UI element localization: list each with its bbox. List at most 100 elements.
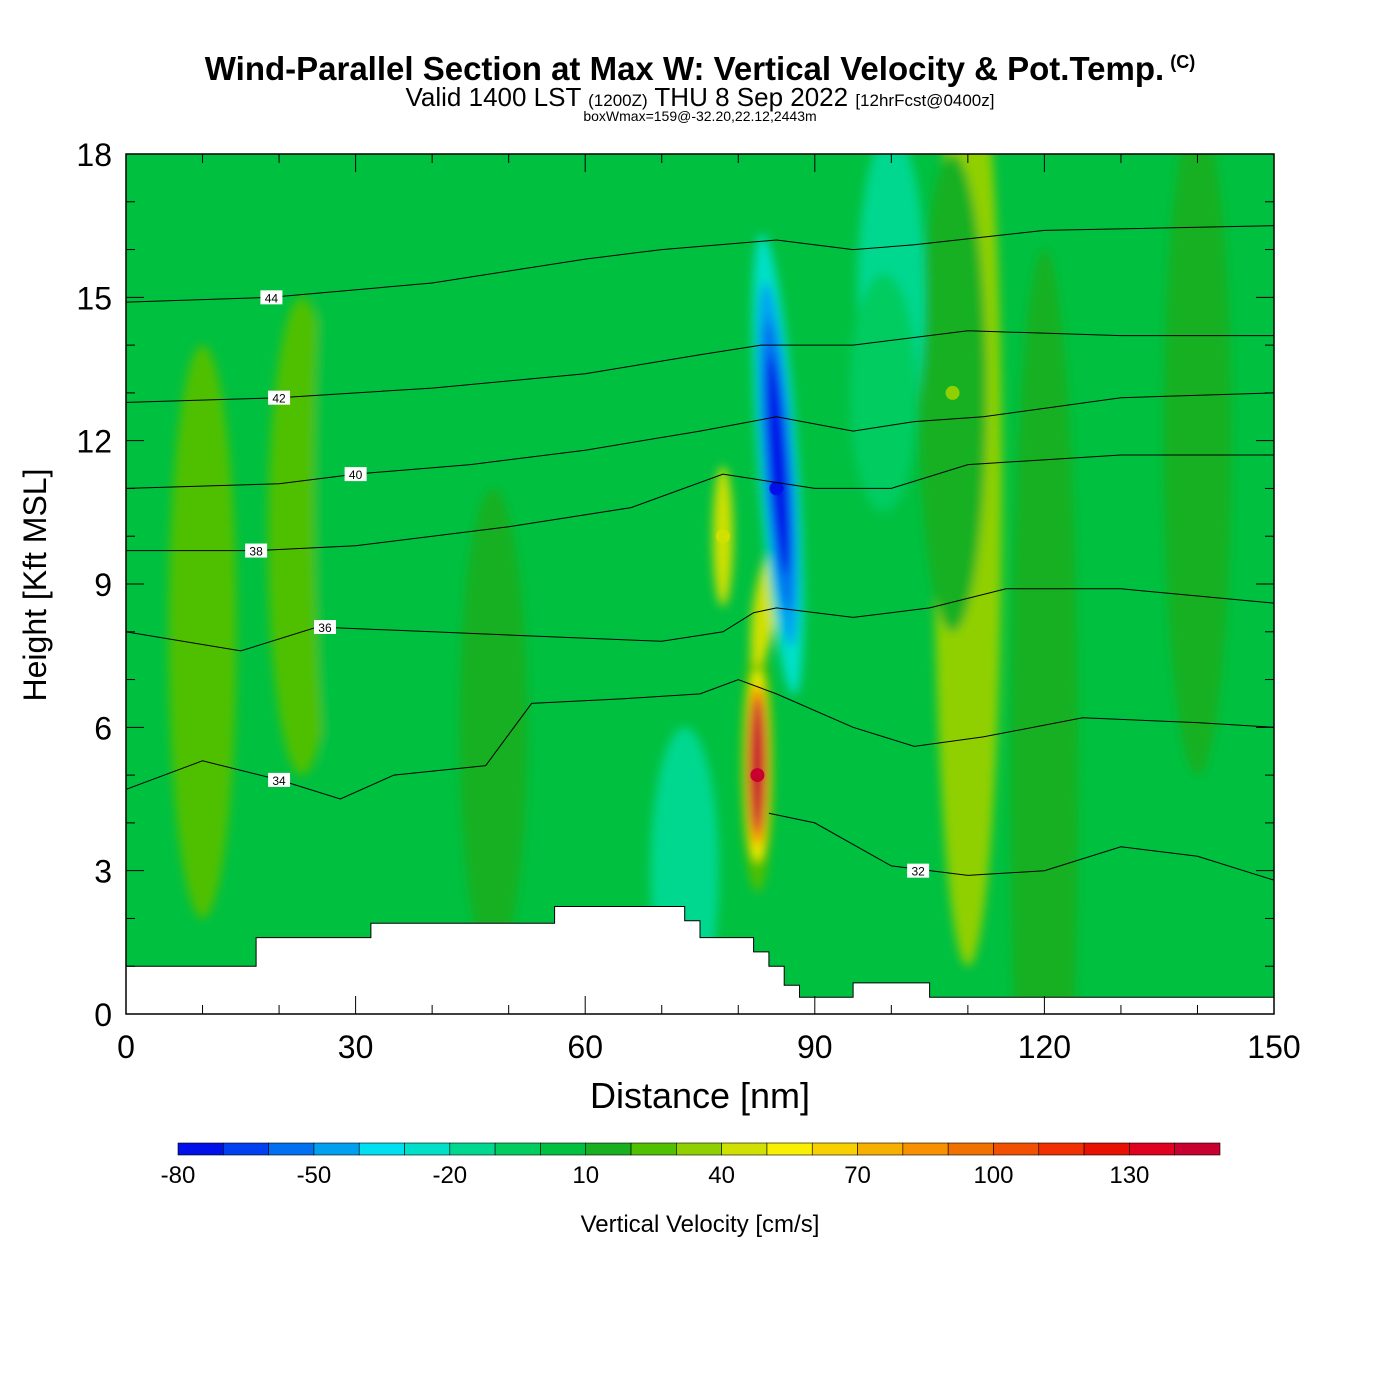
- colorbar-swatch: [947, 1142, 994, 1156]
- theta-label: 40: [349, 468, 363, 482]
- velocity-band: [1163, 154, 1232, 776]
- colorbar-swatch: [404, 1142, 451, 1156]
- colorbar-swatch: [721, 1142, 768, 1156]
- y-tick-label: 3: [94, 854, 112, 890]
- theta-label-box: [260, 290, 283, 305]
- velocity-feature-point: [884, 242, 899, 257]
- theta-contour-line: [126, 392, 1274, 489]
- theta-label-box: [245, 543, 268, 558]
- theta-label: 42: [272, 392, 286, 406]
- theta-contours: [126, 225, 1274, 881]
- theta-contour-line: [126, 588, 1274, 652]
- y-tick-label: 18: [76, 137, 112, 173]
- downdraft-level: [766, 354, 790, 575]
- colorbar-swatch: [902, 1142, 949, 1156]
- colorbar-swatch: [766, 1142, 813, 1156]
- y-tick-label: 6: [94, 710, 112, 746]
- colorbar-swatch: [630, 1142, 677, 1156]
- y-tick-label: 15: [76, 280, 112, 316]
- subtitle-date: THU 8 Sep 2022: [654, 82, 849, 112]
- velocity-band: [313, 154, 382, 871]
- colorbar-swatch: [177, 1142, 224, 1156]
- colorbar-swatch: [676, 1142, 722, 1156]
- colorbar-tick-label: -20: [432, 1162, 467, 1189]
- y-axis-label: Height [Kft MSL]: [17, 469, 53, 702]
- theta-contour-line: [126, 454, 1274, 552]
- chart-subtitle-2: boxWmax=159@-32.20,22.12,2443m: [583, 108, 817, 124]
- colorbar-swatch: [540, 1142, 587, 1156]
- theta-contour-line: [768, 812, 1274, 881]
- x-tick-label: 60: [567, 1029, 603, 1065]
- theta-label: 36: [318, 621, 332, 635]
- theta-label: 32: [911, 865, 925, 879]
- theta-label-box: [313, 620, 336, 634]
- colorbar-swatch: [1083, 1142, 1130, 1156]
- colorbar-swatch: [585, 1142, 632, 1156]
- colorbar-swatch: [993, 1142, 1040, 1156]
- chart-title: Wind-Parallel Section at Max W: Vertical…: [0, 50, 1400, 88]
- updraft-level: [749, 699, 766, 832]
- colorbar-swatch: [1038, 1142, 1085, 1156]
- y-tick-label: 0: [94, 997, 112, 1033]
- velocity-field: [126, 154, 1274, 1014]
- velocity-feature-point: [769, 481, 784, 496]
- copyright-mark: (C): [1170, 52, 1196, 72]
- velocity-band: [1010, 249, 1079, 1014]
- velocity-band: [168, 345, 237, 919]
- velocity-feature-point: [715, 529, 730, 544]
- terrain-profile: [126, 906, 1274, 1014]
- colorbar-swatch: [449, 1142, 496, 1156]
- theta-label-box: [268, 390, 291, 405]
- x-tick-label: 150: [1247, 1029, 1300, 1065]
- colorbar-tick-label: -50: [297, 1162, 332, 1189]
- colorbar-swatch: [857, 1142, 904, 1156]
- x-tick-label: 30: [338, 1029, 374, 1065]
- y-tick-label: 12: [76, 424, 112, 460]
- theta-label: 44: [265, 291, 279, 305]
- colorbar-swatch: [358, 1142, 405, 1156]
- velocity-band: [459, 488, 528, 967]
- x-tick-label: 90: [797, 1029, 833, 1065]
- theta-label-box: [907, 863, 930, 878]
- colorbar-tick-label: 70: [844, 1162, 871, 1189]
- x-tick-label: 0: [117, 1029, 135, 1065]
- colorbar-swatch: [268, 1142, 315, 1156]
- colorbar-tick-label: 100: [973, 1162, 1013, 1189]
- colorbar-swatch: [1174, 1142, 1221, 1156]
- colorbar-swatch: [223, 1142, 269, 1156]
- colorbar-tick-label: 40: [708, 1162, 735, 1189]
- velocity-band: [849, 273, 918, 513]
- theta-label: 38: [249, 545, 263, 559]
- colorbar-label: Vertical Velocity [cm/s]: [581, 1211, 820, 1238]
- subtitle-valid: Valid 1400 LST: [405, 82, 581, 112]
- theta-contour-labels: 32 34 36 38 40 42 44: [245, 290, 930, 879]
- colorbar-swatch: [494, 1142, 541, 1156]
- theta-label-box: [344, 467, 367, 482]
- colorbar-tick-label: 10: [572, 1162, 599, 1189]
- velocity-feature-point: [945, 385, 960, 400]
- y-tick-label: 9: [94, 567, 112, 603]
- x-tick-label: 120: [1018, 1029, 1071, 1065]
- subtitle-forecast: [12hrFcst@0400z]: [855, 91, 995, 110]
- subtitle-utc: (1200Z): [588, 91, 648, 110]
- field-structure: [168, 154, 1232, 1014]
- theta-label: 34: [272, 774, 286, 788]
- colorbar-swatch: [811, 1142, 858, 1156]
- colorbar-tick-label: -80: [161, 1162, 196, 1189]
- theta-contour-line: [126, 679, 1274, 800]
- chart-subtitle: Valid 1400 LST (1200Z) THU 8 Sep 2022 [1…: [0, 82, 1400, 113]
- theta-contour-line: [126, 330, 1274, 403]
- x-axis-label: Distance [nm]: [590, 1075, 810, 1116]
- theta-contour-line: [126, 225, 1274, 303]
- colorbar: -80 -50 -20 10 40 70 100 130: [161, 1142, 1221, 1189]
- colorbar-tick-label: 130: [1109, 1162, 1149, 1189]
- chart-title-text: Wind-Parallel Section at Max W: Vertical…: [204, 50, 1165, 87]
- velocity-feature-point: [750, 768, 765, 783]
- velocity-band: [551, 154, 620, 776]
- colorbar-swatch: [313, 1142, 360, 1156]
- theta-label-box: [268, 772, 291, 787]
- colorbar-swatch: [1129, 1142, 1175, 1156]
- terrain: [126, 906, 1274, 1014]
